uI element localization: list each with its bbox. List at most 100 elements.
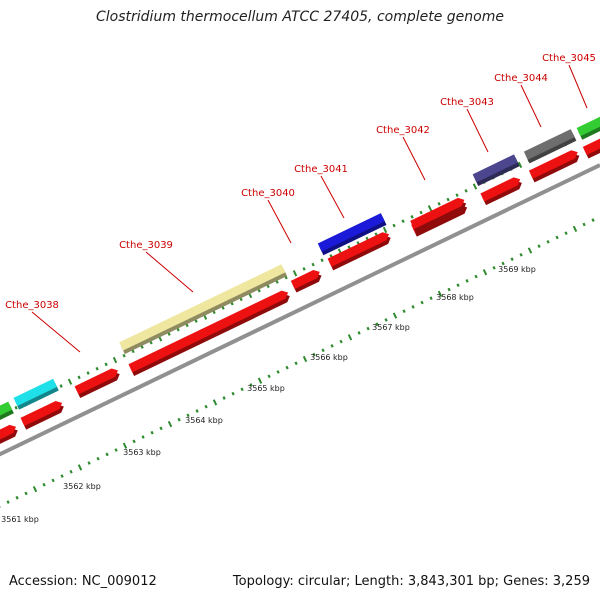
minor-tick xyxy=(401,219,405,224)
major-tick xyxy=(482,269,488,276)
minor-tick xyxy=(320,258,324,263)
red-gene-arrow-4 xyxy=(128,290,290,377)
minor-tick xyxy=(492,266,496,270)
minor-tick xyxy=(24,491,28,496)
minor-tick xyxy=(195,409,199,413)
minor-tick xyxy=(96,456,100,461)
label-leader-line xyxy=(320,175,345,219)
minor-tick xyxy=(86,371,90,375)
red-gene-arrow-9 xyxy=(528,150,580,183)
major-tick xyxy=(167,420,173,428)
cyan-gene-block xyxy=(13,378,59,410)
gene-labels: Cthe_3038 Cthe_3039 Cthe_3040 Cthe_3041 Cthe… xyxy=(5,53,596,353)
minor-tick xyxy=(392,223,396,228)
minor-tick xyxy=(231,391,235,396)
label-leader-line xyxy=(466,108,489,153)
minor-tick xyxy=(0,504,1,509)
minor-tick xyxy=(14,405,18,410)
label-leader-line xyxy=(145,251,194,293)
green-gene-block-right xyxy=(576,116,600,140)
red-gene-block xyxy=(410,197,467,233)
minor-tick xyxy=(51,478,55,483)
minor-tick xyxy=(150,430,154,435)
minor-tick xyxy=(204,404,208,409)
minor-tick xyxy=(537,244,541,248)
red-gene-arrow-6 xyxy=(327,232,391,271)
kbp-position-label: 3565 kbp xyxy=(247,384,285,393)
minor-tick xyxy=(159,426,163,431)
minor-tick xyxy=(177,417,181,422)
minor-tick xyxy=(582,222,586,227)
minor-tick xyxy=(105,452,109,457)
accession-text: Accession: NC_009012 xyxy=(9,574,157,589)
gene-features xyxy=(0,116,600,446)
minor-tick xyxy=(510,257,514,262)
minor-tick xyxy=(555,235,559,240)
minor-tick xyxy=(411,305,415,309)
major-tick xyxy=(392,312,398,319)
minor-tick xyxy=(302,267,306,271)
minor-tick xyxy=(141,435,145,439)
red-gene-arrow-3 xyxy=(74,368,120,399)
major-tick xyxy=(112,356,118,364)
major-tick xyxy=(67,378,73,385)
minor-tick xyxy=(501,261,505,266)
minor-tick xyxy=(87,461,91,465)
red-gene-arrow-10 xyxy=(582,136,600,159)
minor-tick xyxy=(240,387,244,392)
kbp-position-label: 3566 kbp xyxy=(310,353,348,362)
kbp-position-label: 3564 kbp xyxy=(185,416,223,425)
label-leader-line xyxy=(568,64,588,109)
gene-label: Cthe_3040 xyxy=(241,188,295,199)
major-tick xyxy=(212,399,218,406)
major-tick xyxy=(292,270,298,277)
label-leader-line xyxy=(402,136,426,181)
minor-tick xyxy=(456,283,460,288)
major-tick xyxy=(437,290,443,298)
minor-tick xyxy=(249,383,253,387)
gene-label: Cthe_3044 xyxy=(494,73,548,84)
minor-tick xyxy=(591,218,595,222)
blue-gene-block xyxy=(317,213,387,256)
gene-label: Cthe_3042 xyxy=(376,125,430,136)
gene-label: Cthe_3038 xyxy=(5,300,59,311)
gene-label: Cthe_3039 xyxy=(119,240,173,251)
minor-tick xyxy=(132,439,136,444)
minor-tick xyxy=(564,231,568,235)
minor-tick xyxy=(339,339,343,344)
major-tick xyxy=(257,377,263,384)
genome-backbone-line xyxy=(0,163,600,457)
major-tick xyxy=(427,205,433,212)
lower-tick-track xyxy=(0,218,595,509)
minor-tick xyxy=(321,348,325,353)
label-leader-line xyxy=(520,84,542,128)
major-tick xyxy=(302,355,308,363)
gene-label: Cthe_3043 xyxy=(440,97,494,108)
genome-summary-text: Topology: circular; Length: 3,843,301 bp… xyxy=(232,574,590,589)
minor-tick xyxy=(95,366,99,371)
minor-tick xyxy=(429,296,433,301)
major-tick xyxy=(382,226,388,234)
minor-tick xyxy=(366,326,370,331)
red-gene-arrow-5 xyxy=(290,270,322,293)
red-gene-arrow-8 xyxy=(480,177,522,206)
minor-tick xyxy=(267,374,271,379)
minor-tick xyxy=(519,253,523,257)
minor-tick xyxy=(6,500,10,504)
kbp-position-label: 3569 kbp xyxy=(498,265,536,274)
major-tick xyxy=(527,247,533,254)
yellow-gene-block xyxy=(119,264,288,355)
gene-label: Cthe_3041 xyxy=(294,164,348,175)
minor-tick xyxy=(59,384,63,388)
gene-label: Cthe_3045 xyxy=(542,53,596,64)
position-labels: 3561 kbp 3562 kbp 3563 kbp 3564 kbp 3565 kbp… xyxy=(1,265,536,524)
kbp-position-label: 3563 kbp xyxy=(123,448,161,457)
kbp-position-label: 3562 kbp xyxy=(63,482,101,491)
major-tick xyxy=(32,485,38,493)
kbp-position-label: 3567 kbp xyxy=(372,323,410,332)
label-leader-line xyxy=(31,311,81,353)
map-title: Clostridium thermocellum ATCC 27405, com… xyxy=(96,9,504,25)
major-tick xyxy=(347,334,353,341)
kbp-position-label: 3568 kbp xyxy=(436,293,474,302)
